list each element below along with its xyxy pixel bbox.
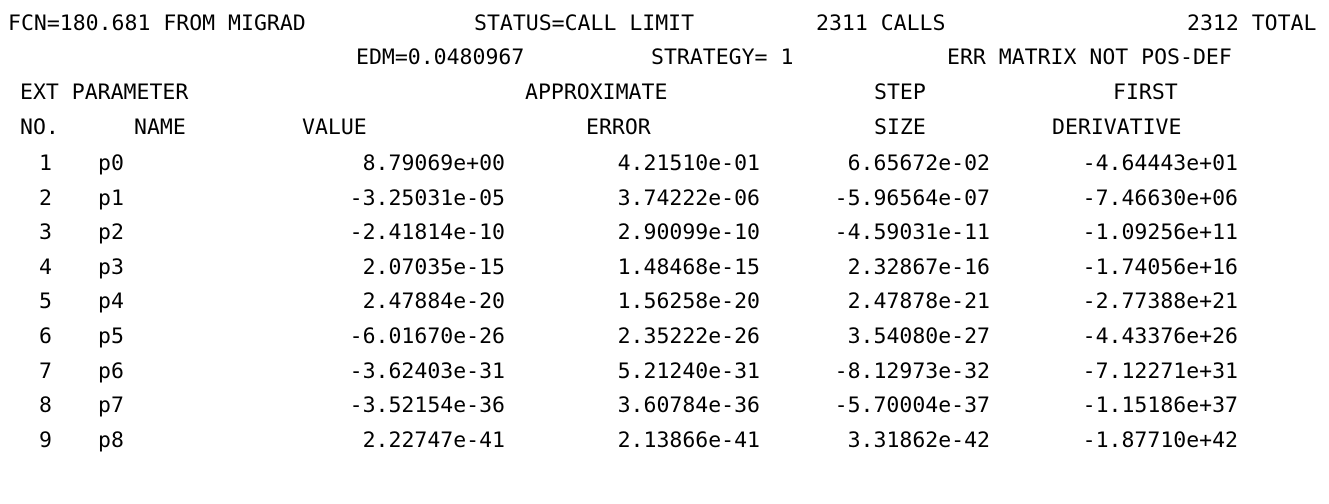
row-number: 3 xyxy=(39,220,52,246)
row-number: 9 xyxy=(39,427,52,453)
row-number: 2 xyxy=(39,185,52,211)
row-value: -3.62403e-31 xyxy=(349,358,505,384)
header-first: FIRST xyxy=(1113,80,1178,105)
row-number: 4 xyxy=(39,254,52,280)
row-step-size: 2.47878e-21 xyxy=(847,289,990,315)
header-error: ERROR xyxy=(586,115,651,140)
row-value: 2.47884e-20 xyxy=(362,289,505,315)
row-value: -3.52154e-36 xyxy=(349,393,505,419)
row-step-size: -5.70004e-37 xyxy=(834,393,990,419)
row-value: -6.01670e-26 xyxy=(349,324,505,349)
row-step-size: -5.96564e-07 xyxy=(834,185,990,211)
status-text: STATUS=CALL LIMIT xyxy=(474,11,695,36)
row-error: 2.90099e-10 xyxy=(617,220,760,246)
total-count: 2312 TOTAL xyxy=(1187,11,1317,36)
strategy-value: STRATEGY= 1 xyxy=(651,45,794,70)
table-header-line-1: EXT PARAMETER APPROXIMATE STEP FIRST xyxy=(0,73,1178,113)
row-step-size: -8.12973e-32 xyxy=(834,358,990,384)
row-value: 2.22747e-41 xyxy=(362,427,505,453)
row-parameter-name: p1 xyxy=(98,185,124,211)
row-step-size: 3.31862e-42 xyxy=(847,427,990,453)
table-row: 1 p0 8.79069e+00 4.21510e-01 6.65672e-02 -4.6… xyxy=(0,144,1329,184)
header-ext-parameter: EXT PARAMETER xyxy=(20,80,189,105)
row-number: 6 xyxy=(39,324,52,349)
row-parameter-name: p0 xyxy=(98,151,124,176)
row-first-derivative: -4.43376e+26 xyxy=(1082,324,1238,349)
header-no: NO. xyxy=(20,115,59,140)
row-value: 8.79069e+00 xyxy=(362,151,505,176)
row-error: 4.21510e-01 xyxy=(617,151,760,176)
table-row: 9 p8 2.22747e-41 2.13866e-41 3.31862e-42 -1.8… xyxy=(0,421,1329,461)
table-row: 2 p1 -3.25031e-05 3.74222e-06 -5.96564e-07 -7… xyxy=(0,179,1329,219)
row-first-derivative: -1.09256e+11 xyxy=(1082,220,1238,246)
table-row: 3 p2 -2.41814e-10 2.90099e-10 -4.59031e-11 -1… xyxy=(0,213,1329,253)
header-name: NAME xyxy=(134,115,186,140)
table-row: 4 p3 2.07035e-15 1.48468e-15 2.32867e-16 -1.7… xyxy=(0,248,1329,288)
table-row: 7 p6 -3.62403e-31 5.21240e-31 -8.12973e-32 -7… xyxy=(0,352,1329,392)
header-derivative: DERIVATIVE xyxy=(1052,115,1182,140)
table-row: 6 p5 -6.01670e-26 2.35222e-26 3.54080e-27 -4.… xyxy=(0,317,1329,357)
row-step-size: 2.32867e-16 xyxy=(847,254,990,280)
calls-count: 2311 CALLS xyxy=(816,11,946,36)
row-error: 2.35222e-26 xyxy=(617,324,760,349)
row-error: 3.74222e-06 xyxy=(617,185,760,211)
table-header-line-2: NO. NAME VALUE ERROR SIZE DERIVATIVE xyxy=(0,108,1181,148)
row-error: 2.13866e-41 xyxy=(617,427,760,453)
row-parameter-name: p7 xyxy=(98,393,124,419)
row-number: 5 xyxy=(39,289,52,315)
header-value: VALUE xyxy=(302,115,367,140)
edm-value: EDM=0.0480967 xyxy=(356,45,525,70)
table-row: 8 p7 -3.52154e-36 3.60784e-36 -5.70004e-37 -1… xyxy=(0,386,1329,426)
summary-line-2: EDM=0.0480967 STRATEGY= 1 ERR MATRIX NOT… xyxy=(0,38,1232,78)
row-parameter-name: p8 xyxy=(98,427,124,453)
row-value: 2.07035e-15 xyxy=(362,254,505,280)
row-parameter-name: p4 xyxy=(98,289,124,315)
row-first-derivative: -1.74056e+16 xyxy=(1082,254,1238,280)
header-step: STEP xyxy=(874,80,926,105)
row-step-size: 3.54080e-27 xyxy=(847,324,990,349)
row-step-size: 6.65672e-02 xyxy=(847,151,990,176)
row-number: 7 xyxy=(39,358,52,384)
table-row: 5 p4 2.47884e-20 1.56258e-20 2.47878e-21 -2.7… xyxy=(0,282,1329,322)
row-first-derivative: -4.64443e+01 xyxy=(1082,151,1238,176)
row-value: -2.41814e-10 xyxy=(349,220,505,246)
row-value: -3.25031e-05 xyxy=(349,185,505,211)
row-step-size: -4.59031e-11 xyxy=(834,220,990,246)
row-error: 1.56258e-20 xyxy=(617,289,760,315)
fcn-value: FCN=180.681 FROM MIGRAD xyxy=(8,11,306,36)
row-first-derivative: -2.77388e+21 xyxy=(1082,289,1238,315)
row-first-derivative: -7.12271e+31 xyxy=(1082,358,1238,384)
row-number: 1 xyxy=(39,151,52,176)
row-parameter-name: p5 xyxy=(98,324,124,349)
row-number: 8 xyxy=(39,393,52,419)
row-first-derivative: -7.46630e+06 xyxy=(1082,185,1238,211)
row-error: 5.21240e-31 xyxy=(617,358,760,384)
row-parameter-name: p6 xyxy=(98,358,124,384)
row-error: 3.60784e-36 xyxy=(617,393,760,419)
row-first-derivative: -1.87710e+42 xyxy=(1082,427,1238,453)
header-size: SIZE xyxy=(874,115,926,140)
summary-line-1: FCN=180.681 FROM MIGRAD STATUS=CALL LIMI… xyxy=(0,4,1316,44)
row-error: 1.48468e-15 xyxy=(617,254,760,280)
header-approximate: APPROXIMATE xyxy=(525,80,668,105)
row-parameter-name: p3 xyxy=(98,254,124,280)
row-parameter-name: p2 xyxy=(98,220,124,246)
row-first-derivative: -1.15186e+37 xyxy=(1082,393,1238,419)
err-matrix-status: ERR MATRIX NOT POS-DEF xyxy=(947,45,1232,70)
